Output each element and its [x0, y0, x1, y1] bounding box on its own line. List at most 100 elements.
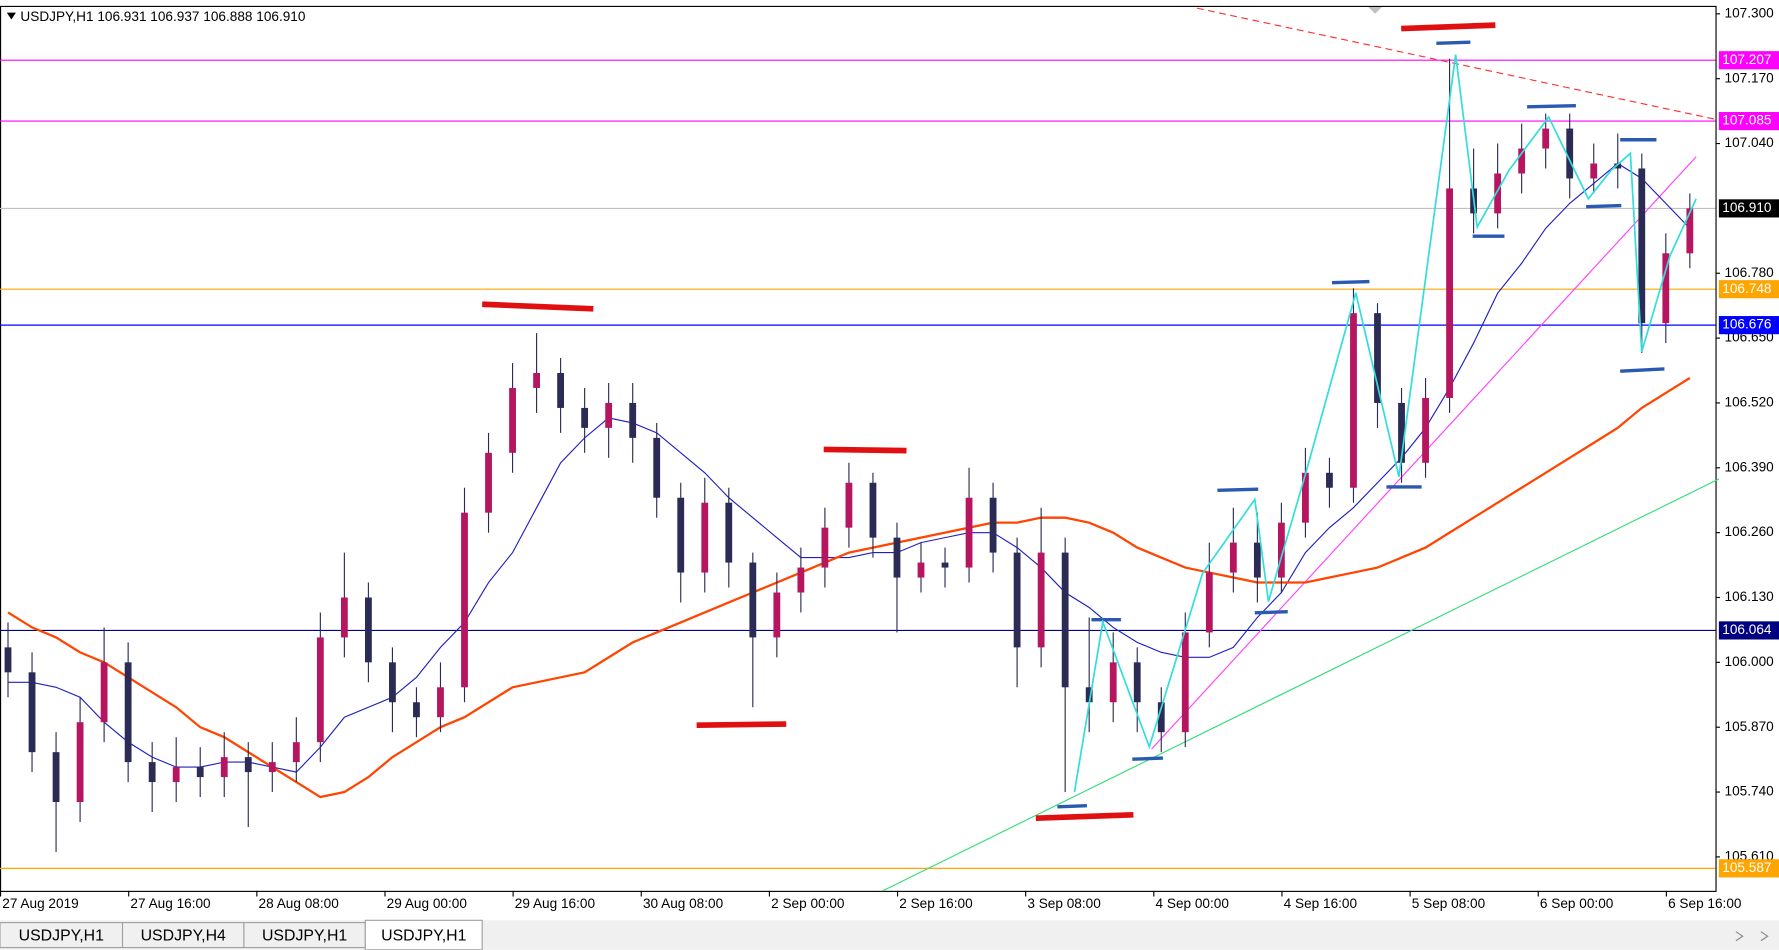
candle-body — [1302, 472, 1309, 523]
candle-body — [196, 767, 204, 778]
candle-body — [1253, 542, 1261, 578]
candle-body — [461, 512, 468, 688]
tabs: USDJPY,H1 USDJPY,H4 USDJPY,H1 USDJPY,H1 — [0, 919, 1769, 950]
candle-body — [1542, 128, 1550, 149]
y-tick-label: 105.740 — [1725, 784, 1775, 799]
tab-label: USDJPY,H4 — [141, 927, 226, 944]
candle-body — [437, 687, 444, 718]
candle-body — [1037, 552, 1045, 648]
swing-mark — [1132, 756, 1163, 761]
candle-body — [941, 562, 949, 568]
candle-body — [52, 752, 60, 803]
tab[interactable]: USDJPY,H4 — [121, 922, 245, 949]
candle-body — [1422, 397, 1429, 463]
candle-body — [677, 497, 685, 573]
x-tick-label: 30 Aug 08:00 — [643, 896, 724, 911]
tab-label: USDJPY,H1 — [262, 927, 347, 944]
tab-scroll[interactable] — [1760, 931, 1769, 942]
tab-scroll[interactable] — [1735, 931, 1744, 942]
candle-body — [1374, 313, 1381, 403]
tab[interactable]: USDJPY,H1 — [0, 922, 124, 949]
x-tick-label: 6 Sep 16:00 — [1668, 896, 1742, 911]
zigzag — [1073, 54, 1697, 793]
candle-body — [76, 722, 84, 803]
x-tick-label: 27 Aug 2019 — [2, 896, 78, 911]
support-resistance-mark — [823, 446, 907, 454]
candle-body — [1205, 572, 1213, 633]
candle-body — [725, 502, 733, 563]
candle-body — [797, 567, 805, 593]
swing-mark — [1527, 103, 1576, 109]
support-resistance-mark — [696, 721, 787, 729]
candle-body — [316, 637, 324, 743]
level-label: 106.910 — [1722, 200, 1772, 215]
candle-body — [965, 497, 973, 568]
y-tick-label: 107.170 — [1725, 70, 1775, 85]
x-tick-label: 27 Aug 16:00 — [130, 896, 211, 911]
x-tick-label: 3 Sep 08:00 — [1027, 896, 1101, 911]
candle-body — [1614, 163, 1622, 169]
y-tick-label: 105.870 — [1725, 719, 1775, 734]
candle-body — [389, 662, 396, 703]
level-label-box — [1718, 280, 1779, 299]
swing-mark — [1331, 279, 1370, 285]
candle-body — [340, 597, 348, 638]
level-label-box — [1718, 621, 1779, 640]
candle-body — [533, 373, 540, 388]
candle-body — [629, 402, 637, 438]
chart-header: USDJPY,H1 106.931 106.937 106.888 106.91… — [20, 9, 305, 24]
level-label: 106.748 — [1722, 281, 1771, 296]
y-tick-label: 106.520 — [1725, 395, 1775, 410]
candle-body — [1277, 522, 1285, 578]
level-label-box — [1718, 51, 1779, 70]
level-label: 106.676 — [1722, 317, 1771, 332]
level-label-box — [1718, 112, 1779, 131]
candle-body — [244, 757, 252, 773]
swing-mark — [1620, 367, 1665, 373]
y-tick-label: 106.390 — [1725, 459, 1775, 474]
moving-average — [7, 377, 1691, 799]
x-tick-label: 28 Aug 08:00 — [259, 896, 340, 911]
candle-body — [701, 502, 709, 573]
candle-body — [485, 452, 492, 513]
tab-box — [243, 922, 366, 949]
x-tick-label: 29 Aug 00:00 — [387, 896, 468, 911]
candle-body — [1085, 687, 1093, 703]
candle-body — [1686, 208, 1694, 254]
candle-body — [1229, 542, 1237, 573]
level-label-box — [1718, 316, 1779, 335]
x-tick-label: 6 Sep 00:00 — [1540, 896, 1614, 911]
candle-body — [869, 482, 877, 538]
candle-body — [1326, 472, 1333, 488]
shift-marker — [1368, 6, 1382, 14]
tab[interactable]: USDJPY,H1 — [243, 922, 366, 949]
x-tick-label: 2 Sep 16:00 — [899, 896, 973, 911]
swing-mark — [1057, 804, 1087, 809]
candle-body — [605, 402, 613, 428]
candle-body — [1590, 163, 1598, 179]
candle-body — [1181, 632, 1189, 733]
candle-body — [124, 662, 132, 763]
tab-label: USDJPY,H1 — [19, 927, 104, 944]
candle-body — [220, 757, 228, 778]
y-tick-label: 106.130 — [1725, 589, 1775, 604]
y-tick-label: 106.780 — [1725, 265, 1775, 280]
candle-body — [413, 702, 420, 718]
level-label-box — [1718, 199, 1779, 218]
swing-mark — [1217, 487, 1259, 493]
candle-body — [292, 742, 300, 763]
candle-body — [1398, 402, 1405, 463]
candle-body — [28, 672, 36, 753]
candle-body — [653, 437, 661, 498]
level-label: 107.207 — [1722, 52, 1771, 67]
x-tick-label: 5 Sep 08:00 — [1412, 896, 1486, 911]
candle-body — [581, 407, 589, 428]
moving-average — [8, 162, 1691, 773]
menu-arrow[interactable] — [6, 12, 16, 20]
tab[interactable]: USDJPY,H1 — [364, 919, 483, 950]
candle-body — [749, 562, 757, 638]
candle-body — [1662, 253, 1670, 324]
swing-mark — [1254, 610, 1288, 615]
